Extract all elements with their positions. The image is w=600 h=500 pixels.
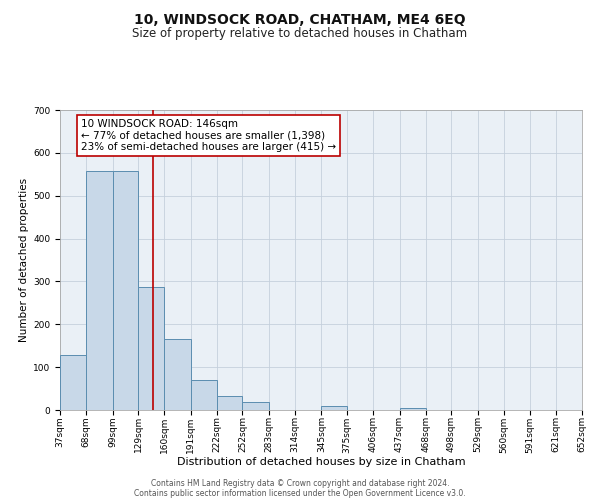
Bar — [86, 172, 113, 410]
Text: Contains public sector information licensed under the Open Government Licence v3: Contains public sector information licen… — [134, 488, 466, 498]
Bar — [322, 406, 347, 410]
Bar — [164, 339, 191, 410]
Bar — [60, 355, 86, 410]
Bar — [138, 288, 164, 410]
Text: 10 WINDSOCK ROAD: 146sqm
← 77% of detached houses are smaller (1,398)
23% of sem: 10 WINDSOCK ROAD: 146sqm ← 77% of detach… — [81, 119, 336, 152]
Text: Contains HM Land Registry data © Crown copyright and database right 2024.: Contains HM Land Registry data © Crown c… — [151, 478, 449, 488]
Bar — [400, 408, 426, 410]
Text: 10, WINDSOCK ROAD, CHATHAM, ME4 6EQ: 10, WINDSOCK ROAD, CHATHAM, ME4 6EQ — [134, 12, 466, 26]
X-axis label: Distribution of detached houses by size in Chatham: Distribution of detached houses by size … — [176, 457, 466, 467]
Y-axis label: Number of detached properties: Number of detached properties — [19, 178, 29, 342]
Bar — [217, 396, 242, 410]
Bar — [113, 172, 138, 410]
Text: Size of property relative to detached houses in Chatham: Size of property relative to detached ho… — [133, 28, 467, 40]
Bar — [191, 380, 217, 410]
Bar — [242, 402, 269, 410]
